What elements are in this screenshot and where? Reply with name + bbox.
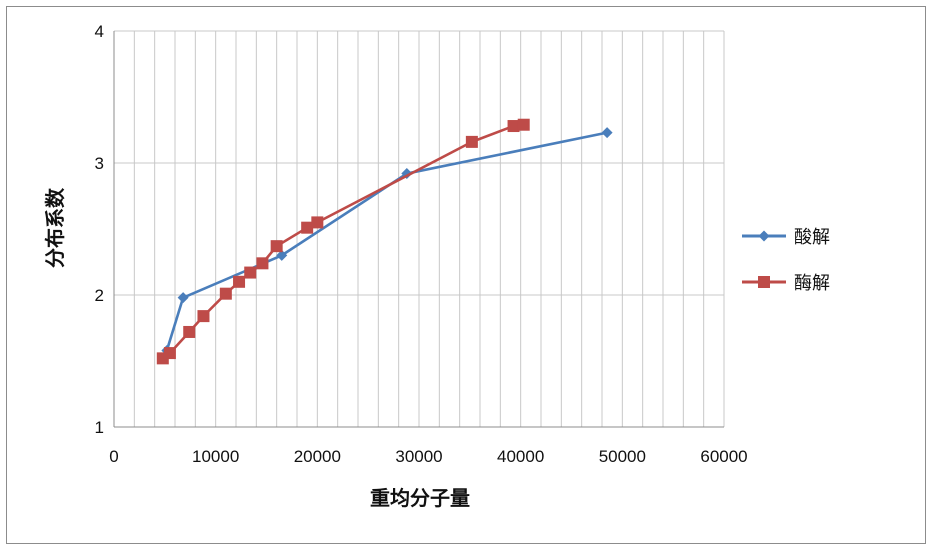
axes [113, 31, 724, 428]
data-point [177, 292, 189, 304]
data-point [197, 310, 210, 323]
data-point [465, 135, 478, 148]
legend-marker-acid [758, 230, 770, 242]
data-point [256, 257, 269, 270]
data-point [601, 127, 613, 139]
legend: 酸解 酶解 [742, 227, 830, 294]
legend-label-enzyme: 酶解 [794, 273, 830, 294]
data-point [517, 118, 530, 131]
x-tick-label: 50000 [599, 447, 646, 466]
data-point [507, 120, 520, 133]
data-point [163, 347, 176, 360]
data-point [233, 275, 246, 288]
data-point [311, 216, 324, 229]
x-tick-label: 10000 [192, 447, 239, 466]
x-tick-label: 30000 [395, 447, 442, 466]
data-point [276, 249, 288, 261]
series-acid [161, 127, 613, 356]
y-tick-label: 2 [95, 286, 104, 305]
y-tick-label: 1 [95, 418, 104, 437]
data-point [183, 325, 196, 338]
legend-label-acid: 酸解 [794, 227, 830, 248]
data-point [301, 221, 314, 234]
data-point [270, 240, 283, 253]
tick-labels: 0 10000 20000 30000 40000 50000 60000 1 2 3 4 [95, 22, 748, 466]
x-tick-label: 20000 [294, 447, 341, 466]
chart-frame [6, 6, 926, 544]
series-layer [156, 118, 613, 365]
x-tick-label: 60000 [700, 447, 747, 466]
y-tick-label: 3 [95, 154, 104, 173]
series-enzyme [156, 118, 530, 365]
x-tick-label: 0 [109, 447, 118, 466]
x-axis-title: 重均分子量 [370, 486, 470, 510]
y-axis-title: 分布系数 [43, 187, 67, 268]
x-tick-label: 40000 [497, 447, 544, 466]
legend-marker-enzyme [758, 276, 770, 288]
y-tick-label: 4 [95, 22, 104, 41]
data-point [219, 287, 232, 300]
grid-lines [114, 30, 725, 427]
data-point [244, 266, 257, 279]
